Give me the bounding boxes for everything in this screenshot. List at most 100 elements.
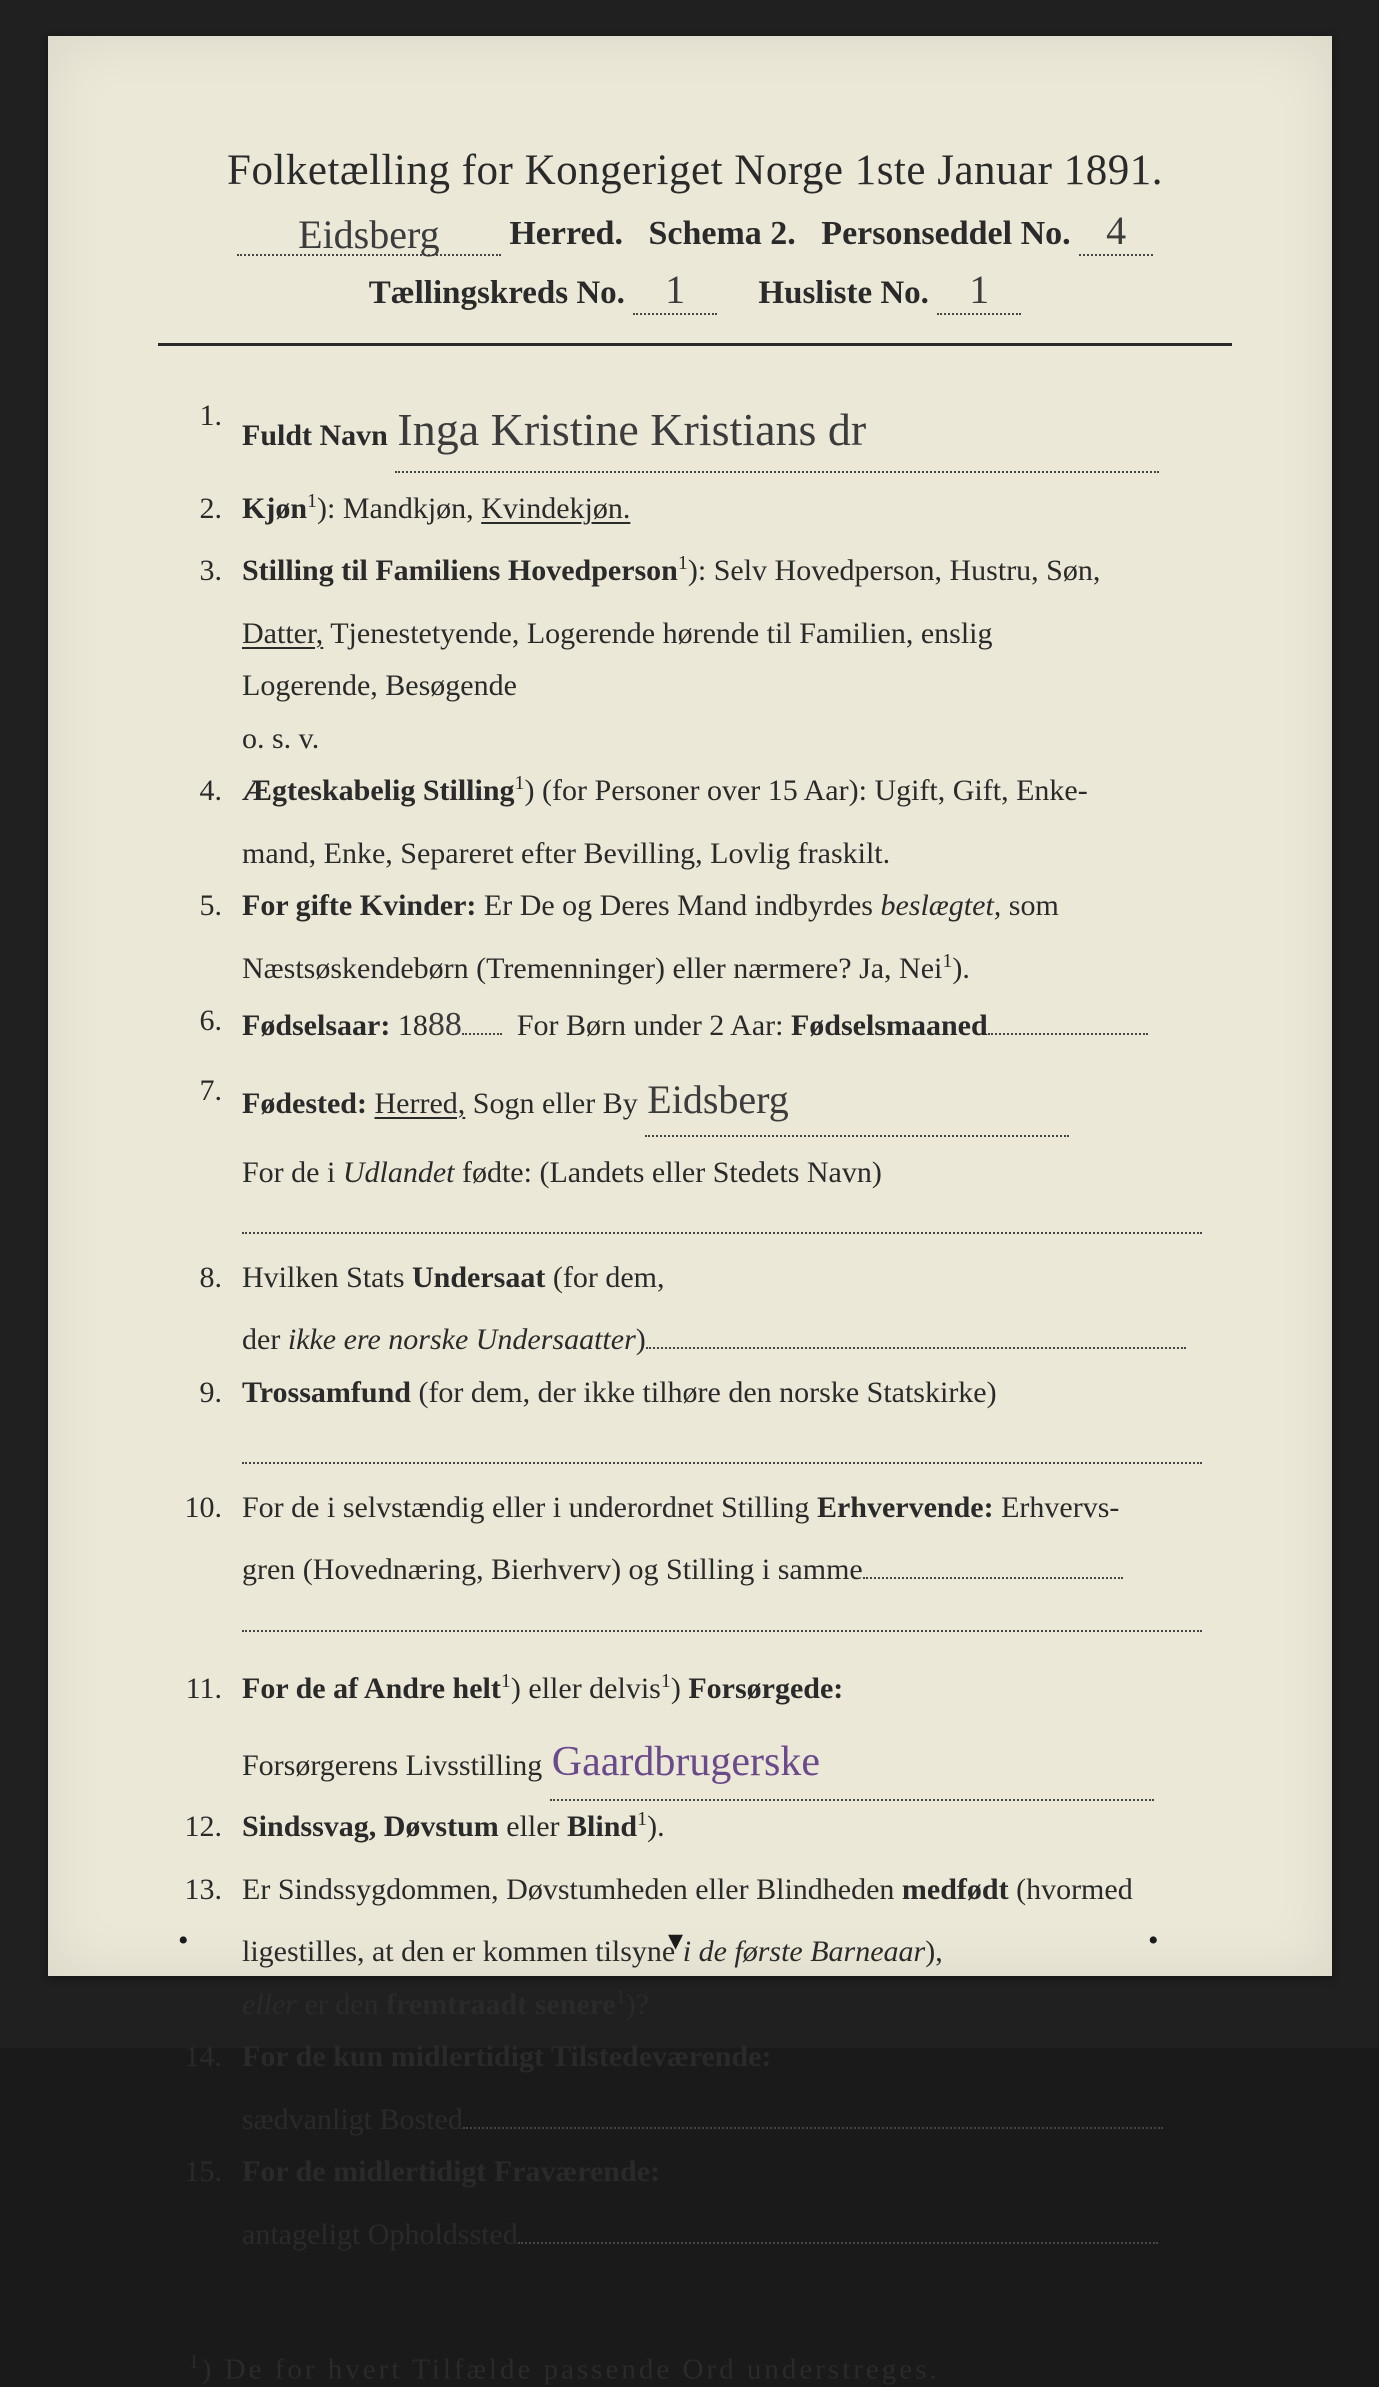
q1-field: Inga Kristine Kristians dr bbox=[395, 390, 1159, 473]
q11-c: Forsørgede: bbox=[688, 1672, 843, 1705]
q6-year-val: 88 bbox=[428, 1006, 462, 1043]
num-1: 1. bbox=[158, 390, 242, 473]
num-9: 9. bbox=[158, 1367, 242, 1420]
q8-b: Undersaat bbox=[412, 1261, 545, 1294]
q11-b: eller delvis bbox=[528, 1672, 660, 1705]
item-14b: sædvanligt Bosted bbox=[158, 2094, 1232, 2147]
q5-label: For gifte Kvinder: bbox=[242, 889, 476, 922]
q4-label: Ægteskabelig Stilling bbox=[242, 774, 515, 807]
item-5b: Næstsøskendebørn (Tremenninger) eller næ… bbox=[158, 943, 1232, 996]
q7-udl: Udlandet bbox=[343, 1156, 455, 1189]
item-13b: ligestilles, at den er kommen tilsyne i … bbox=[158, 1926, 1232, 1979]
q13-d: ligestilles, at den er kommen tilsyne bbox=[242, 1935, 675, 1968]
item-11b: Forsørgerens Livsstilling Gaardbrugerske bbox=[158, 1726, 1232, 1802]
num-15: 15. bbox=[158, 2146, 242, 2199]
footnote-text: De for hvert Tilfælde passende Ord under… bbox=[225, 2354, 940, 2386]
scan-background: Folketælling for Kongeriget Norge 1ste J… bbox=[0, 0, 1379, 2048]
q13-b: medfødt bbox=[902, 1873, 1009, 1906]
q3-label: Stilling til Familiens Hovedperson bbox=[242, 554, 678, 587]
item-3d: o. s. v. bbox=[158, 713, 1232, 766]
footnote: 1) De for hvert Tilfælde passende Ord un… bbox=[158, 2351, 1232, 2387]
q4-opts-a: Ugift, Gift, Enke- bbox=[874, 774, 1087, 807]
q3-osv: o. s. v. bbox=[242, 722, 319, 755]
num-3: 3. bbox=[158, 545, 242, 598]
personseddel-field: 4 bbox=[1079, 207, 1153, 256]
q6-b: For Børn under 2 Aar: bbox=[517, 1009, 784, 1042]
q15-b: antageligt Opholdssted bbox=[242, 2218, 518, 2251]
title-year: 1891. bbox=[1064, 147, 1163, 194]
item-10b: gren (Hovednæring, Bierhverv) og Stillin… bbox=[158, 1544, 1232, 1597]
q13-h: fremtraadt senere bbox=[386, 1988, 616, 2021]
q7-c: For de i bbox=[242, 1156, 335, 1189]
tallingskreds-no: 1 bbox=[665, 267, 685, 312]
header-line-3: Tællingskreds No. 1 Husliste No. 1 bbox=[158, 266, 1232, 315]
q9-label: Trossamfund bbox=[242, 1376, 411, 1409]
item-13: 13. Er Sindssygdommen, Døvstumheden elle… bbox=[158, 1864, 1232, 1917]
q1-label: Fuldt Navn bbox=[242, 419, 388, 452]
q9-a: (for dem, der ikke tilhøre den norske St… bbox=[418, 1376, 996, 1409]
item-2: 2. Kjøn1): Mandkjøn, Kvindekjøn. bbox=[158, 483, 1232, 536]
item-7b: For de i Udlandet fødte: (Landets eller … bbox=[158, 1147, 1232, 1200]
q4-opts-b: mand, Enke, Separeret efter Bevilling, L… bbox=[242, 837, 890, 870]
item-10: 10. For de i selvstændig eller i underor… bbox=[158, 1482, 1232, 1535]
q8-d: der bbox=[242, 1323, 280, 1356]
item-15b: antageligt Opholdssted bbox=[158, 2209, 1232, 2262]
item-4b: mand, Enke, Separeret efter Bevilling, L… bbox=[158, 828, 1232, 881]
q14-a: For de kun midlertidigt Tilstedeværende: bbox=[242, 2040, 771, 2073]
q12: Sindssvag, Døvstum bbox=[242, 1810, 499, 1843]
num-8: 8. bbox=[158, 1252, 242, 1305]
num-6: 6. bbox=[158, 995, 242, 1055]
item-6: 6. Fødselsaar: 1888 For Børn under 2 Aar… bbox=[158, 995, 1232, 1055]
q5-besl: beslægtet, bbox=[880, 889, 1001, 922]
item-10c bbox=[158, 1597, 1232, 1650]
q13-f: eller bbox=[242, 1988, 297, 2021]
tallingskreds-label: Tællingskreds No. bbox=[369, 275, 625, 311]
num-7: 7. bbox=[158, 1065, 242, 1137]
q13-a: Er Sindssygdommen, Døvstumheden eller Bl… bbox=[242, 1873, 894, 1906]
husliste-no: 1 bbox=[969, 267, 989, 312]
item-8: 8. Hvilken Stats Undersaat (for dem, bbox=[158, 1252, 1232, 1305]
num-5: 5. bbox=[158, 880, 242, 933]
form-body: 1. Fuldt Navn Inga Kristine Kristians dr… bbox=[158, 390, 1232, 2261]
item-3b: Datter, Tjenestetyende, Logerende hørend… bbox=[158, 608, 1232, 661]
q13-c: (hvormed bbox=[1016, 1873, 1133, 1906]
q11-value: Gaardbrugerske bbox=[552, 1739, 820, 1785]
item-7: 7. Fødested: Herred, Sogn eller By Eidsb… bbox=[158, 1065, 1232, 1137]
q8-e: ikke ere norske Undersaatter bbox=[288, 1323, 636, 1356]
q7-a: Fødested: bbox=[242, 1087, 367, 1120]
q8-c: (for dem, bbox=[553, 1261, 665, 1294]
q3-opts-c: Logerende, Besøgende bbox=[242, 669, 517, 702]
q2-label: Kjøn bbox=[242, 492, 307, 525]
q7-value: Eidsberg bbox=[647, 1077, 788, 1122]
num-13: 13. bbox=[158, 1864, 242, 1917]
edge-mark-icon: • bbox=[1148, 1924, 1159, 1958]
edge-mark-icon: • bbox=[178, 1924, 189, 1958]
num-10: 10. bbox=[158, 1482, 242, 1535]
item-3c: Logerende, Besøgende bbox=[158, 660, 1232, 713]
q7-field: Eidsberg bbox=[645, 1065, 1069, 1137]
q11-field: Gaardbrugerske bbox=[550, 1726, 1154, 1802]
q6-a: Fødselsaar: bbox=[242, 1009, 390, 1042]
census-form-paper: Folketælling for Kongeriget Norge 1ste J… bbox=[48, 36, 1332, 1976]
q13-g: er den bbox=[304, 1988, 378, 2021]
husliste-label: Husliste No. bbox=[758, 275, 929, 311]
q12-c: Blind bbox=[567, 1810, 637, 1843]
q8-a: Hvilken Stats bbox=[242, 1261, 405, 1294]
husliste-field: 1 bbox=[937, 266, 1021, 315]
item-4: 4. Ægteskabelig Stilling1) (for Personer… bbox=[158, 765, 1232, 818]
q12-b: eller bbox=[506, 1810, 559, 1843]
q5-a: Er De og Deres Mand indbyrdes bbox=[484, 889, 873, 922]
q6-c: Fødselsmaaned bbox=[791, 1009, 988, 1042]
num-4: 4. bbox=[158, 765, 242, 818]
num-11: 11. bbox=[158, 1663, 242, 1716]
q5-som: som bbox=[1009, 889, 1059, 922]
q3-opts-a: Selv Hovedperson, Hustru, Søn, bbox=[714, 554, 1101, 587]
item-7c bbox=[158, 1199, 1232, 1252]
q13-e: i de første Barneaar bbox=[683, 1935, 925, 1968]
item-12: 12. Sindssvag, Døvstum eller Blind1). bbox=[158, 1801, 1232, 1854]
q10-c: Erhvervs- bbox=[1001, 1491, 1119, 1524]
schema-label: Schema 2. bbox=[648, 215, 795, 252]
q10-d: gren (Hovednæring, Bierhverv) og Stillin… bbox=[242, 1553, 863, 1586]
item-9b bbox=[158, 1429, 1232, 1482]
q11-d: Forsørgerens Livsstilling bbox=[242, 1749, 542, 1782]
